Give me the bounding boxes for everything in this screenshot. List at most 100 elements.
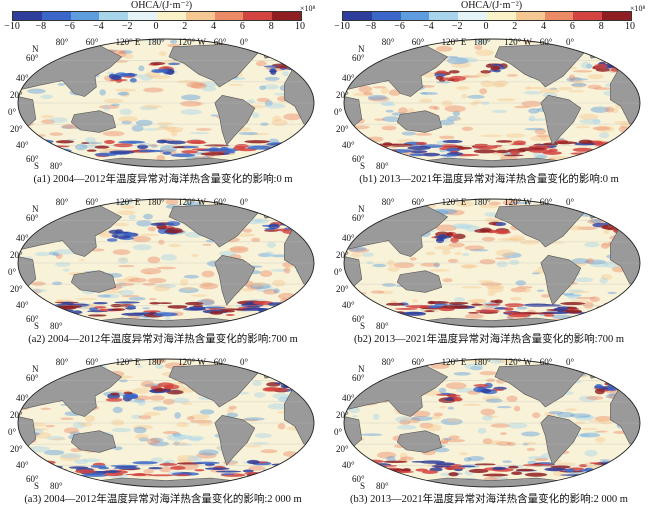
anomaly-patch [478,280,494,284]
anomaly-patch [105,397,123,402]
latitude-label: 0° [334,107,343,117]
anomaly-patch [515,280,527,286]
anomaly-patch [628,308,640,311]
colorbar-tick-label: 4 [541,21,547,32]
anomaly-patch [75,297,98,301]
anomaly-patch [25,288,47,293]
anomaly-patch [438,234,447,240]
anomaly-patch [195,128,212,131]
anomaly-patch [142,475,151,478]
anomaly-patch [367,96,390,102]
anomaly-patch [138,437,149,442]
longitude-label: 60° [540,357,553,367]
anomaly-patch [84,137,96,143]
anomaly-patch [55,140,75,144]
anomaly-patch [522,443,530,446]
colorbar-title: OHCA/(J·m⁻²) [130,0,193,11]
latitude-label: 80° [376,161,389,170]
anomaly-patch [74,143,88,151]
anomaly-patch [428,306,442,308]
anomaly-patch [495,149,509,154]
anomaly-patch [252,112,260,119]
anomaly-patch [162,398,175,405]
anomaly-field [18,359,314,485]
anomaly-patch [259,85,266,91]
anomaly-patch [128,296,146,301]
anomaly-patch [461,126,474,131]
anomaly-patch [507,238,526,241]
anomaly-patch [455,57,478,64]
anomaly-patch [260,449,278,454]
anomaly-patch [170,39,178,44]
anomaly-patch [575,277,594,283]
anomaly-patch [192,461,220,465]
latitude-label: 80° [50,481,63,490]
anomaly-patch [262,387,278,392]
anomaly-patch [566,293,581,300]
anomaly-patch [164,126,184,132]
latitude-label: 60° [26,154,39,164]
longitude-label: 60° [86,197,99,207]
anomaly-patch [176,422,189,428]
anomaly-patch [84,415,95,423]
latitude-label: 0° [334,427,343,437]
anomaly-patch [156,266,177,270]
land [70,110,117,133]
anomaly-patch [411,299,419,303]
anomaly-patch [180,100,202,107]
anomaly-patch [271,119,288,126]
anomaly-patch [264,103,286,109]
anomaly-patch [353,92,372,97]
anomaly-patch [174,412,181,419]
anomaly-patch [172,442,188,446]
anomaly-patch [197,420,213,426]
anomaly-patch [467,94,485,99]
anomaly-patch [147,226,156,232]
anomaly-patch [166,390,184,395]
latitude-label: 40° [16,300,29,310]
anomaly-patch [238,131,259,136]
anomaly-patch [173,441,180,446]
anomaly-patch [516,286,533,289]
anomaly-patch [509,235,525,242]
anomaly-patch [114,301,140,304]
anomaly-patch [558,86,573,91]
latitude-label: 20° [10,90,23,100]
anomaly-patch [253,392,266,398]
world-map: 80° 60° 120° E 180° 120° W 60° 0° 60° 40° 20° 0° 20… [8,357,315,490]
anomaly-patch [394,308,418,310]
colorbar-swatch [185,12,215,20]
anomaly-patch [199,409,215,415]
anomaly-patch [579,432,601,438]
anomaly-patch [492,82,506,88]
colorbar-tick-label: −2 [121,21,133,32]
anomaly-patch [578,139,593,144]
anomaly-patch [386,302,405,306]
anomaly-patch [565,309,582,314]
latitude-label: 40° [342,73,355,83]
anomaly-patch [584,242,600,248]
anomaly-patch [502,460,512,464]
anomaly-patch [622,301,640,304]
north-label: N [358,364,365,374]
anomaly-patch [227,247,247,251]
anomaly-patch [450,237,459,243]
anomaly-patch [521,431,540,437]
anomaly-patch [166,434,187,441]
anomaly-patch [595,436,606,443]
anomaly-patch [571,82,586,89]
anomaly-patch [436,208,458,215]
colorbar-swatch [371,12,401,20]
map-panel-b2: 80° 60° 120° E 180° 120° W 60° 0° 60° 40° 20° 0° 20… [330,196,648,346]
anomaly-patch [55,299,64,303]
anomaly-patch [511,471,523,475]
anomaly-patch [187,455,203,462]
anomaly-patch [439,119,455,126]
latitude-label: 60° [352,314,365,324]
anomaly-patch [438,387,447,393]
latitude-label: 60° [26,373,39,383]
anomaly-patch [502,199,520,206]
anomaly-patch [120,205,135,209]
anomaly-patch [277,423,286,430]
anomaly-patch [571,258,590,265]
